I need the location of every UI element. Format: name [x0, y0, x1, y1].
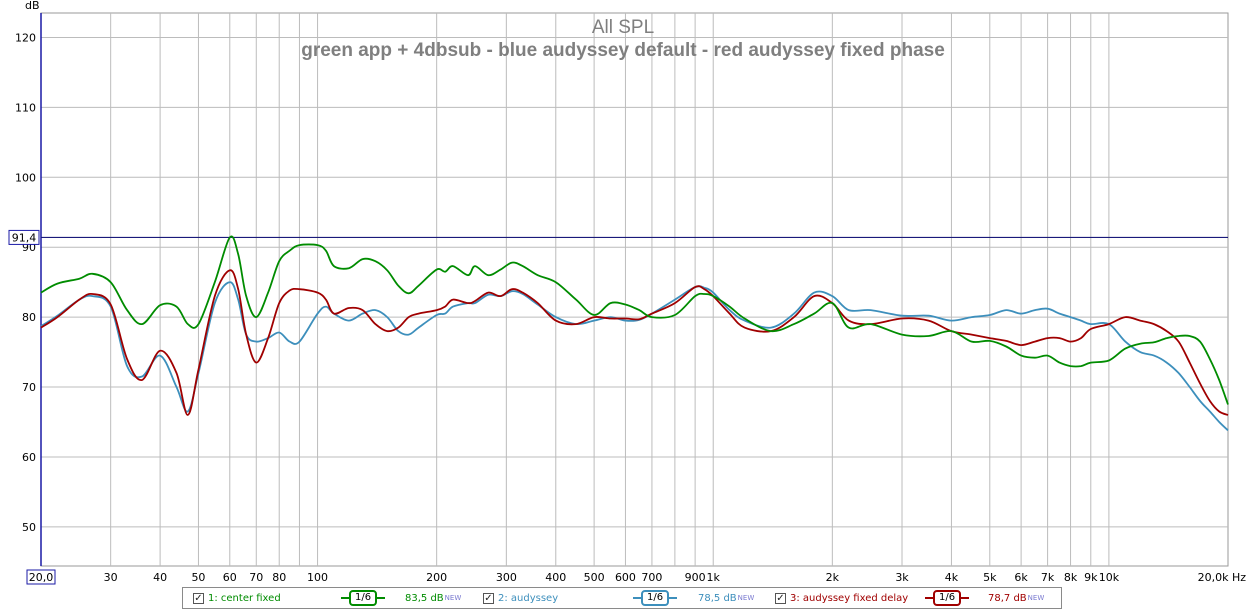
smoothing-label: 1/6	[349, 590, 378, 606]
legend-level: 83,5 dB NEW	[405, 588, 461, 608]
legend-level: 78,7 dB NEW	[988, 588, 1044, 608]
series-line-1	[40, 235, 1229, 405]
smoothing-selector[interactable]: 1/6	[341, 590, 386, 606]
legend-item-1[interactable]: ✓ 1: center fixed	[193, 588, 281, 608]
x-tick-label: 600	[615, 571, 636, 584]
series-line-3	[40, 269, 1229, 416]
series-lines	[40, 235, 1229, 432]
x-tick-label: 8k	[1064, 571, 1078, 584]
legend-checkbox[interactable]: ✓	[483, 592, 494, 604]
legend-item-2[interactable]: ✓ 2: audyssey	[483, 588, 558, 608]
x-tick-label: 6k	[1014, 571, 1028, 584]
level-value: 78,5 dB	[698, 592, 737, 604]
new-badge: NEW	[1027, 594, 1045, 602]
x-tick-label: 700	[641, 571, 662, 584]
x-tick-label: 4k	[945, 571, 959, 584]
legend-series-name: 3: audyssey fixed delay	[790, 592, 909, 604]
legend-series-name: 2: audyssey	[498, 592, 559, 604]
x-min-box	[26, 569, 56, 585]
legend-series-name: 1: center fixed	[208, 592, 281, 604]
level-value: 83,5 dB	[405, 592, 444, 604]
x-tick-label: 2k	[826, 571, 840, 584]
x-tick-label: 9k	[1084, 571, 1098, 584]
x-tick-label: 5k	[983, 571, 997, 584]
x-tick-label: 10k	[1099, 571, 1120, 584]
y-axis-label: dB	[25, 0, 40, 12]
x-tick-label: 40	[153, 571, 167, 584]
smoothing-label: 1/6	[933, 590, 962, 606]
y-tick-label: 110	[15, 101, 36, 114]
y-tick-label: 60	[22, 451, 36, 464]
legend: ✓ 1: center fixed 1/6 83,5 dB NEW ✓ 2: audysse…	[182, 587, 1062, 609]
x-tick-label: 500	[584, 571, 605, 584]
legend-level: 78,5 dB NEW	[698, 588, 754, 608]
x-tick-label: 100	[307, 571, 328, 584]
x-tick-label: 300	[496, 571, 517, 584]
x-tick-label: 1k	[707, 571, 721, 584]
new-badge: NEW	[737, 594, 755, 602]
x-tick-label: 70	[249, 571, 263, 584]
legend-item-3[interactable]: ✓ 3: audyssey fixed delay	[775, 588, 908, 608]
smoothing-label: 1/6	[641, 590, 670, 606]
x-tick-label: 900	[685, 571, 706, 584]
chart-subtitle: green app + 4dbsub - blue audyssey defau…	[301, 40, 945, 61]
new-badge: NEW	[444, 594, 462, 602]
level-value: 78,7 dB	[988, 592, 1027, 604]
x-min-label: 20,0	[29, 571, 54, 584]
x-tick-label: 30	[104, 571, 118, 584]
line-swatch	[633, 597, 641, 599]
line-swatch	[377, 597, 386, 599]
y-tick-label: 50	[22, 521, 36, 534]
cursor-value-box	[8, 229, 40, 245]
line-swatch	[961, 597, 970, 599]
x-tick-label: 60	[223, 571, 237, 584]
y-tick-label: 120	[15, 31, 36, 44]
line-swatch	[341, 597, 349, 599]
x-tick-label: 20,0k Hz	[1198, 571, 1247, 584]
x-tick-label: 7k	[1041, 571, 1055, 584]
x-tick-label: 200	[426, 571, 447, 584]
chart-title: All SPL	[592, 17, 654, 38]
y-tick-label: 80	[22, 311, 36, 324]
grid	[40, 12, 1229, 567]
smoothing-selector[interactable]: 1/6	[633, 590, 678, 606]
line-swatch	[669, 597, 678, 599]
legend-checkbox[interactable]: ✓	[775, 592, 786, 604]
x-tick-label: 80	[272, 571, 286, 584]
x-tick-label: 400	[545, 571, 566, 584]
legend-checkbox[interactable]: ✓	[193, 592, 204, 604]
smoothing-selector[interactable]: 1/6	[925, 590, 970, 606]
plot-area	[40, 12, 1229, 567]
x-tick-label: 3k	[895, 571, 909, 584]
y-tick-label: 70	[22, 381, 36, 394]
x-tick-label: 50	[191, 571, 205, 584]
cursor-value-label: 91,4	[12, 231, 37, 244]
line-swatch	[925, 597, 933, 599]
y-tick-label: 100	[15, 171, 36, 184]
